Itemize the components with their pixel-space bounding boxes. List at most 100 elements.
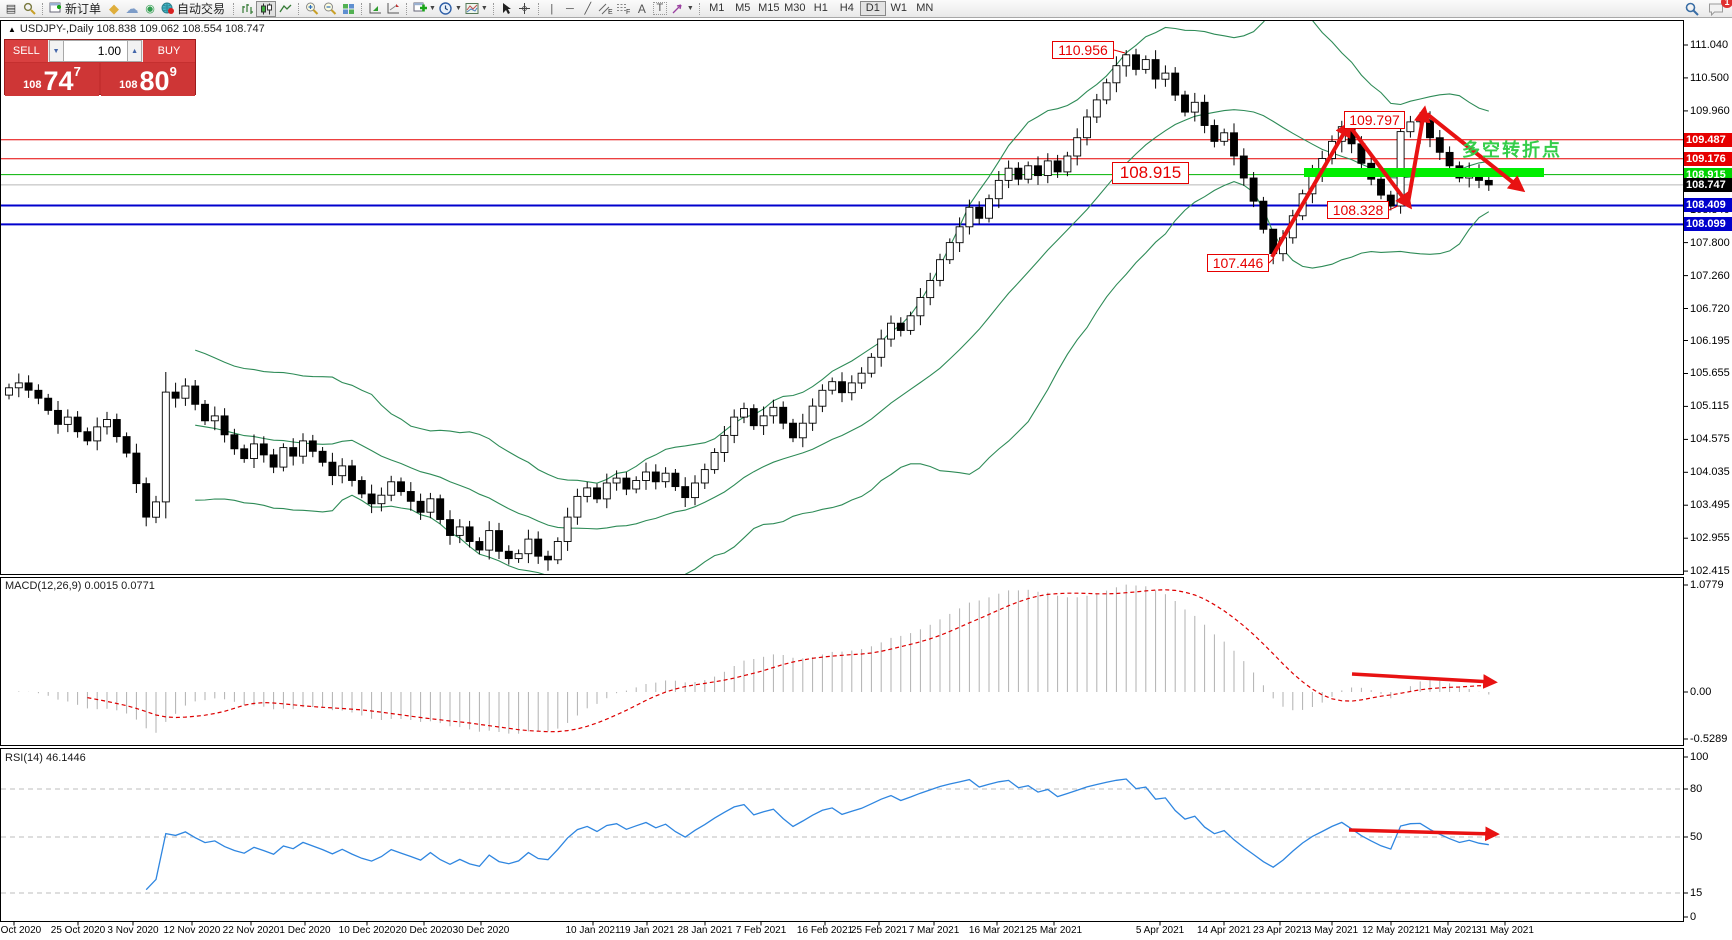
periods-button[interactable]: ▼ — [437, 1, 463, 17]
objects-list-button[interactable] — [384, 1, 402, 17]
sell-price-pip: 7 — [73, 64, 81, 79]
notification-badge: 1 — [1721, 0, 1732, 8]
buy-price-tile[interactable]: 108 80 9 — [101, 63, 195, 96]
arrows-tool-icon — [670, 2, 686, 16]
timeframe-mn[interactable]: MN — [916, 2, 934, 14]
autotrade-globe-icon — [160, 2, 176, 16]
toolbar-separator — [361, 2, 363, 15]
objects-list-icon — [385, 2, 401, 16]
timeframe-h4[interactable]: H4 — [839, 2, 854, 14]
notifications-button[interactable]: 1 — [1707, 0, 1732, 17]
templates-icon — [464, 2, 480, 16]
diamond-icon: ◆ — [109, 0, 120, 16]
history-center-button[interactable]: ◆ — [105, 1, 123, 17]
navigator-button[interactable] — [20, 1, 38, 17]
text-label-button[interactable]: T — [651, 1, 669, 17]
candlestick-chart-button[interactable] — [256, 0, 277, 17]
timeframe-h1[interactable]: H1 — [813, 2, 828, 14]
svg-text:E: E — [608, 9, 613, 15]
trend-arrow-3[interactable] — [1425, 112, 1526, 193]
volume-input[interactable]: 1.00 — [63, 40, 128, 62]
svg-text:F: F — [626, 9, 630, 15]
candlestick-chart-icon — [258, 2, 274, 16]
horizontal-line-button[interactable]: ─ — [561, 1, 579, 17]
buy-price-pip: 9 — [169, 64, 177, 79]
chevron-down-icon: ▼ — [686, 5, 694, 12]
cursor-button[interactable] — [498, 1, 516, 17]
timeframe-m30[interactable]: M30 — [784, 2, 806, 14]
indicators-button[interactable] — [366, 1, 384, 17]
timeframe-m15[interactable]: M15 — [758, 2, 780, 14]
macd-histogram — [18, 584, 1490, 734]
rsi-arrow[interactable] — [1348, 826, 1500, 842]
rsi-line — [145, 778, 1489, 891]
sell-button[interactable]: SELL — [5, 40, 49, 62]
signals-button[interactable]: ◉ — [141, 1, 159, 17]
tile-windows-icon — [340, 2, 356, 16]
fibonacci-icon: F — [616, 2, 632, 16]
volume-decrease-button[interactable]: ▼ — [48, 40, 64, 62]
chevron-down-icon: ▼ — [480, 5, 488, 12]
macd-arrow[interactable] — [1351, 672, 1498, 689]
trend-arrow-0[interactable] — [1270, 120, 1352, 259]
search-button[interactable] — [1683, 1, 1701, 17]
text-label-icon: T — [652, 2, 667, 15]
crosshair-button[interactable] — [516, 1, 534, 17]
timeframe-m5[interactable]: M5 — [735, 2, 751, 14]
toolbar-separator — [42, 2, 43, 15]
market-watch-icon: ▤ — [5, 3, 17, 15]
toolbar-separator — [698, 2, 700, 15]
toolbar-separator — [492, 2, 494, 15]
trend-arrow-2[interactable] — [1406, 105, 1431, 204]
trendline-button[interactable]: ╱ — [579, 1, 597, 17]
volume-increase-button[interactable]: ▲ — [127, 40, 142, 62]
zoom-out-button[interactable] — [321, 1, 339, 17]
symbol-ohlc-text: USDJPY-,Daily 108.838 109.062 108.554 10… — [19, 23, 265, 35]
search-icon — [1685, 2, 1699, 16]
trend-arrow-1[interactable] — [1349, 126, 1413, 210]
fibonacci-button[interactable]: F — [615, 1, 633, 17]
macd-signal-line — [87, 589, 1489, 733]
vertical-line-button[interactable]: | — [543, 1, 561, 17]
one-click-trade-panel: SELL ▼ 1.00 ▲ BUY 108 74 7 108 80 9 — [4, 39, 196, 96]
sell-price-tile[interactable]: 108 74 7 — [5, 63, 99, 96]
channel-button[interactable]: E — [597, 1, 615, 17]
bar-chart-icon — [239, 2, 255, 16]
trade-panel-toggle-icon[interactable]: ▲ — [8, 25, 16, 34]
new-order-button[interactable]: 新订单 — [47, 1, 105, 17]
toolbar-separator — [233, 2, 235, 15]
bar-chart-button[interactable] — [238, 1, 256, 17]
line-chart-button[interactable] — [276, 1, 294, 17]
arrows-tool-button[interactable]: ▼ — [669, 1, 695, 17]
timeframe-d1[interactable]: D1 — [859, 1, 886, 16]
profile-button[interactable]: ☁ — [123, 1, 141, 17]
zoom-out-icon — [322, 2, 338, 16]
buy-button[interactable]: BUY — [141, 40, 195, 62]
main-toolbar: ▤ 新订单 ◆ ☁ ◉ 自动交易 ▼ ▼ ▼ | ─ ╱ E F A T ▼ — [0, 0, 1732, 18]
autotrade-label: 自动交易 — [177, 2, 226, 16]
market-watch-button[interactable]: ▤ — [2, 1, 20, 17]
toolbar-separator — [298, 2, 300, 15]
timeframe-group: M1 M5 M15 M30 H1 H4 D1 W1 MN — [704, 1, 938, 16]
tile-windows-button[interactable] — [339, 1, 357, 17]
pivot-zone-bar[interactable] — [1304, 168, 1544, 177]
autotrade-button[interactable]: 自动交易 — [159, 1, 229, 17]
signal-icon: ◉ — [145, 3, 155, 15]
templates-button[interactable]: ▼ — [463, 1, 489, 17]
text-button[interactable]: A — [633, 1, 651, 17]
crosshair-icon — [517, 2, 533, 16]
timeframe-m1[interactable]: M1 — [709, 2, 725, 14]
cursor-arrow-icon — [499, 2, 515, 16]
add-indicator-button[interactable]: ▼ — [411, 1, 437, 17]
buy-price-main: 80 — [139, 66, 170, 96]
equidistant-channel-icon: E — [598, 2, 614, 16]
text-icon: A — [637, 1, 646, 16]
indicators-icon — [367, 2, 383, 16]
timeframe-w1[interactable]: W1 — [890, 2, 908, 14]
cloud-profile-icon: ☁ — [125, 0, 139, 16]
chevron-down-icon: ▼ — [429, 5, 436, 12]
toolbar-separator — [406, 2, 408, 15]
zoom-in-button[interactable] — [303, 1, 321, 17]
